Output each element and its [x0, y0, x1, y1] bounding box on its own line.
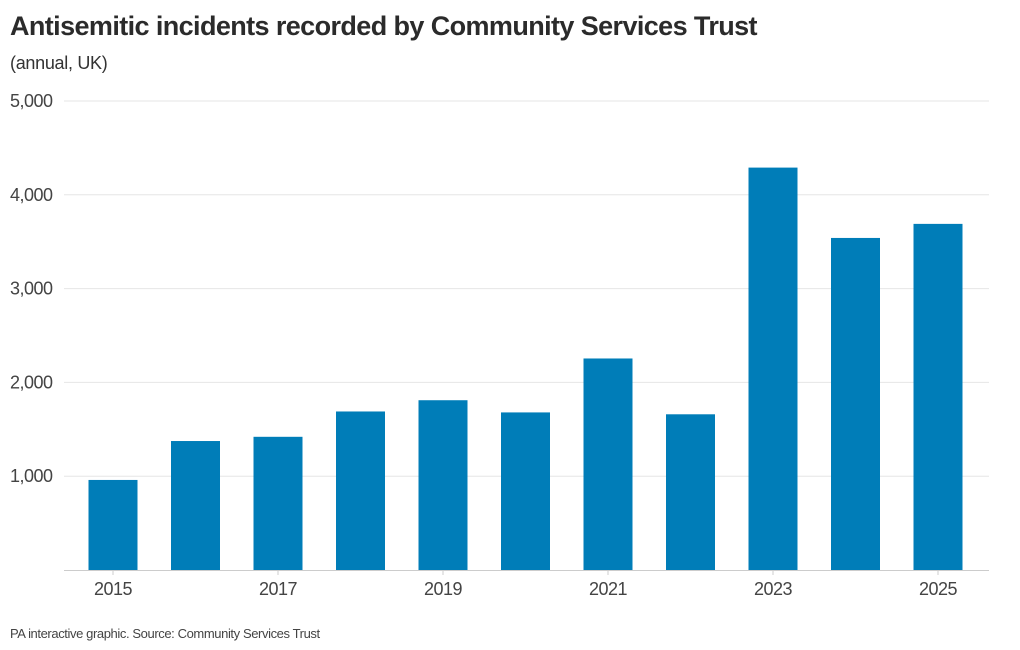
chart-subtitle: (annual, UK) [10, 53, 108, 73]
bar-2015[interactable] [88, 479, 138, 570]
bar-2023[interactable] [748, 167, 798, 570]
y-tick-label: 1,000 [10, 466, 53, 486]
bar-2019[interactable] [418, 400, 468, 570]
x-tick-label: 2015 [94, 579, 133, 599]
bar-2018[interactable] [336, 411, 385, 570]
y-axis-ticks: 1,000 2,000 3,000 4,000 5,000 [10, 91, 54, 486]
bar-2021[interactable] [583, 358, 633, 570]
x-tick-label: 2021 [589, 579, 628, 599]
bar-2024[interactable] [831, 237, 880, 570]
x-tick-label: 2017 [259, 579, 298, 599]
bar-2025[interactable] [913, 223, 963, 571]
y-tick-label: 3,000 [10, 279, 53, 299]
x-axis-ticks: 2015 2017 2019 2021 2023 2025 [94, 570, 958, 599]
x-tick-label: 2019 [424, 579, 463, 599]
chart-title: Antisemitic incidents recorded by Commun… [10, 11, 758, 41]
y-tick-label: 4,000 [10, 185, 53, 205]
x-tick-label: 2025 [919, 579, 958, 599]
y-tick-label: 2,000 [10, 372, 53, 392]
source-note: PA interactive graphic. Source: Communit… [10, 626, 320, 641]
x-tick-label: 2023 [754, 579, 793, 599]
bar-2017[interactable] [253, 436, 303, 570]
bar-2016[interactable] [171, 441, 220, 570]
y-tick-label: 5,000 [10, 91, 53, 111]
bar-2022[interactable] [666, 414, 715, 570]
bars [88, 167, 963, 571]
bar-2020[interactable] [501, 412, 550, 570]
